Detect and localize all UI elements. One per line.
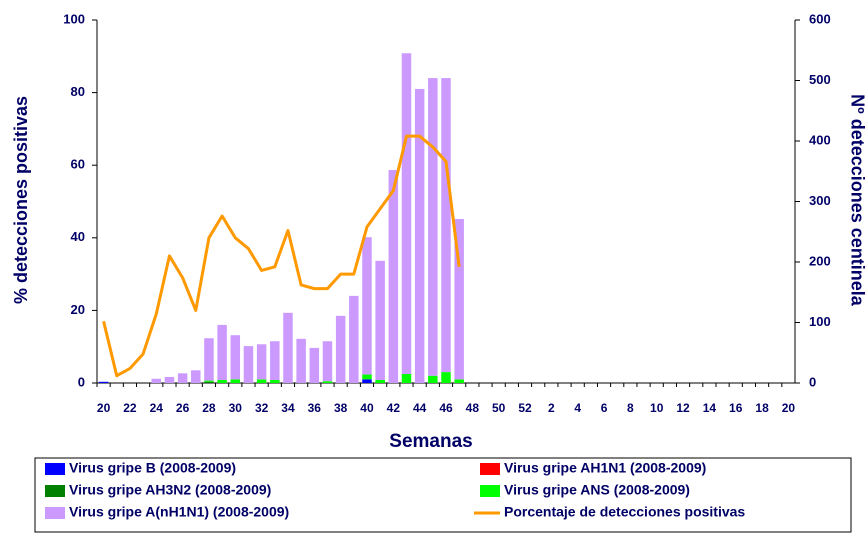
bar [230,335,241,380]
legend-label: Virus gripe B (2008-2009) [69,460,236,476]
bar [335,315,346,383]
bar [388,170,399,383]
y2-axis-title: Nº detecciones centinela [847,94,867,307]
bar [177,373,188,383]
bar [283,312,293,383]
bar [441,78,451,373]
x-tick-label: 30 [229,401,243,415]
legend-label: Virus gripe AH3N2 (2008-2009) [69,482,271,498]
x-tick-label: 8 [627,401,634,415]
bar [401,373,412,383]
x-tick-label: 48 [466,401,480,415]
legend-swatch [45,507,65,519]
x-tick-label: 10 [650,401,664,415]
bar [191,370,201,383]
y-tick-label: 60 [71,157,85,172]
bar [98,381,109,383]
bar [454,379,464,383]
x-tick-label: 42 [387,401,401,415]
x-tick-label: 6 [601,401,608,415]
bar [270,379,280,383]
bar [256,344,267,380]
bar [151,378,162,383]
bar [322,341,333,382]
y2-tick-label: 600 [809,11,831,26]
bar [322,381,333,383]
bar [256,379,267,383]
y-tick-label: 80 [71,84,85,99]
x-tick-label: 34 [281,401,295,415]
bar [428,78,438,376]
x-tick-label: 46 [439,401,453,415]
x-tick-label: 14 [703,401,717,415]
x-tick-label: 38 [334,401,348,415]
x-tick-label: 20 [97,401,111,415]
bar [401,53,412,374]
bar [414,88,425,383]
y2-tick-label: 400 [809,132,831,147]
bar [204,338,214,381]
bar [296,338,306,383]
y-tick-label: 20 [71,302,85,317]
x-tick-label: 18 [755,401,769,415]
y2-tick-label: 200 [809,253,831,268]
bar [375,260,385,380]
y-axis-title: % detecciones positivas [11,96,31,304]
bar [428,375,438,383]
bar [441,372,451,383]
x-tick-label: 2 [548,401,555,415]
y-tick-label: 40 [71,229,85,244]
x-tick-label: 24 [150,401,164,415]
bar [164,376,175,383]
y-tick-label: 100 [63,11,85,26]
x-tick-label: 44 [413,401,427,415]
x-tick-label: 20 [782,401,796,415]
bar [204,380,214,382]
bar [217,379,227,383]
y2-tick-label: 0 [809,374,816,389]
y2-tick-label: 300 [809,193,831,208]
x-tick-label: 16 [729,401,743,415]
bar [217,324,227,380]
x-tick-label: 22 [123,401,137,415]
bar [362,237,372,375]
bar [243,346,254,383]
legend-label: Virus gripe ANS (2008-2009) [504,482,690,498]
legend-label: Porcentaje de detecciones positivas [504,504,745,520]
x-tick-label: 50 [492,401,506,415]
x-tick-label: 36 [308,401,322,415]
bar [349,295,359,383]
x-axis-title: Semanas [389,431,472,452]
y2-tick-label: 500 [809,72,831,87]
legend-label: Virus gripe A(nH1N1) (2008-2009) [69,504,289,520]
line-series [102,134,461,378]
legend-label: Virus gripe AH1N1 (2008-2009) [504,460,706,476]
bar [204,381,214,383]
bar [362,379,372,383]
legend-swatch [480,485,500,497]
x-tick-label: 12 [676,401,690,415]
x-tick-label: 40 [360,401,374,415]
bar [454,219,464,380]
bar [309,347,320,383]
x-tick-label: 52 [518,401,532,415]
x-tick-label: 32 [255,401,269,415]
y2-tick-label: 100 [809,314,831,329]
bar [362,374,372,380]
bar [270,341,280,380]
x-tick-label: 4 [574,401,581,415]
legend-swatch [45,463,65,475]
legend-swatch [45,485,65,497]
x-tick-label: 28 [202,401,216,415]
y-tick-label: 0 [78,374,85,389]
bar [230,379,241,383]
legend-swatch [480,463,500,475]
x-tick-label: 26 [176,401,190,415]
bar [375,379,385,383]
legend-box [34,457,852,533]
